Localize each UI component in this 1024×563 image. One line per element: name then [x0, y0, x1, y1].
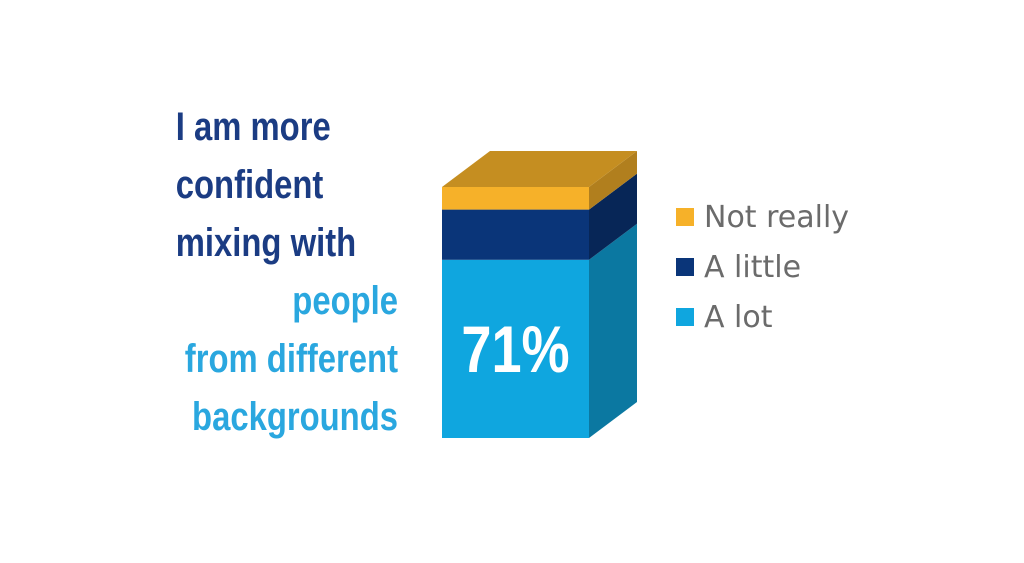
chart-legend: Not really A little A lot [676, 192, 849, 342]
legend-swatch-a-little [676, 258, 694, 276]
legend-swatch-a-lot [676, 308, 694, 326]
bar-top-face [442, 151, 637, 187]
statement-highlight-line: backgrounds [192, 395, 398, 439]
bar-side-not-really [589, 151, 637, 210]
legend-label: Not really [704, 199, 850, 235]
legend-label: A lot [704, 299, 773, 335]
legend-item-a-little: A little [676, 242, 849, 292]
bar-segment-not-really [442, 187, 589, 210]
statement-line: mixing with [175, 221, 357, 265]
bar-segment-a-little [442, 209, 589, 260]
bar-value-label: 71% [461, 312, 569, 386]
legend-label: A little [704, 249, 802, 285]
statement-highlight-line: people [292, 279, 398, 323]
statement-highlight-line: from different [184, 337, 398, 381]
bar-side-a-little [589, 173, 637, 260]
statement-line: I am more [175, 105, 331, 149]
legend-item-a-lot: A lot [676, 292, 849, 342]
bar-side-a-lot [589, 223, 637, 438]
legend-item-not-really: Not really [676, 192, 849, 242]
legend-swatch-not-really [676, 208, 694, 226]
bar-segment-a-lot [442, 259, 589, 438]
survey-statement: I am more confident mixing with people f… [120, 98, 398, 446]
statement-line: confident [175, 163, 324, 207]
